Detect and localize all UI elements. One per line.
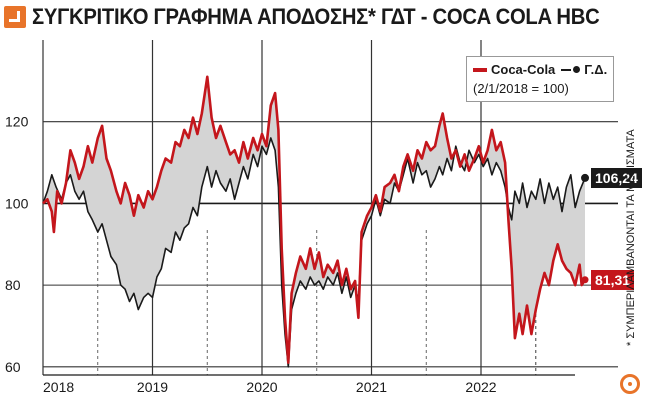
coca-cola-swatch-icon [473,67,487,72]
legend-base-note: (2/1/2018 = 100) [473,81,569,96]
gd-swatch-icon [561,68,572,71]
series-line-gd [42,137,586,368]
title-bar: ΣΥΓΚΡΙΤΙΚΟ ΓΡΑΦΗΜΑ ΑΠΟΔΟΣΗΣ* ΓΔΤ - COCA … [0,0,650,34]
x-tick-label-2020: 2020 [246,379,277,395]
legend-gd-label: Γ.Δ. [584,62,608,77]
arrow-icon [4,6,26,28]
gap-fill-area [43,76,585,367]
coca-cola-end-marker [581,276,589,284]
x-tick-label-2022: 2022 [465,379,496,395]
brand-logo-icon [620,374,640,394]
y-tick-label-100: 100 [5,195,29,211]
series-layer [42,75,590,368]
series-line-coca-cola [42,75,587,364]
gd-end-marker [581,173,590,182]
x-tick-label-2021: 2021 [356,379,387,395]
gd-dot-icon [573,66,581,73]
dividends-note: * ΣΥΜΠΕΡΙΛΑΜΒΑΝΟΝΤΑΙ ΤΑ ΜΕΡΙΣΜΑΤΑ [625,129,637,346]
x-tick-label-2019: 2019 [137,379,168,395]
legend-coca-cola-label: Coca-Cola [491,62,556,77]
gap-fill-layer [43,76,585,367]
y-tick-label-60: 60 [5,359,21,375]
legend-entries: Coca-Cola Γ.Δ. [473,62,607,77]
x-tick-label-2018: 2018 [43,379,74,395]
y-tick-label-80: 80 [5,277,21,293]
axis-layer: 60 80 100 120 2018 2019 2020 2021 2022 [5,114,575,395]
coca-cola-end-value: 81,31 [591,269,635,290]
y-tick-label-120: 120 [5,114,29,130]
legend: Coca-Cola Γ.Δ. (2/1/2018 = 100) [466,56,614,102]
chart-title: ΣΥΓΚΡΙΤΙΚΟ ΓΡΑΦΗΜΑ ΑΠΟΔΟΣΗΣ* ΓΔΤ - COCA … [32,4,600,29]
gd-end-value: 106,24 [591,167,642,188]
